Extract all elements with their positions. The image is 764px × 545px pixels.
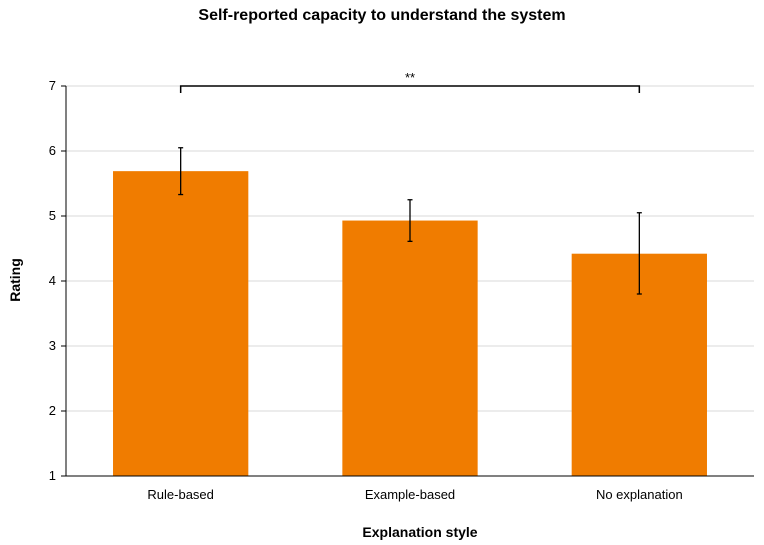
y-tick-label: 4 [49,273,56,288]
bar [342,220,478,476]
error-bar [407,199,413,243]
axes: 1 2 3 4 5 6 7 Rule-based Example-based No explana… [49,78,754,502]
x-axis-title: Explanation style [362,524,477,540]
x-tick-label: Example-based [365,487,455,502]
significance-bracket: ** [179,70,641,93]
y-tick-label: 6 [49,143,56,158]
y-tick-label: 2 [49,403,56,418]
significance-label: ** [405,70,415,85]
significance-bracket-line [179,85,641,93]
error-bars [178,147,642,295]
error-bar [636,212,642,295]
bar [113,171,249,476]
bars [113,171,707,476]
x-tick-label: Rule-based [147,487,214,502]
y-tick-label: 1 [49,468,56,483]
x-tick-label: No explanation [596,487,683,502]
y-tick-label: 7 [49,78,56,93]
chart-title: Self-reported capacity to understand the… [198,7,566,24]
y-tick-label: 5 [49,208,56,223]
y-tick-label: 3 [49,338,56,353]
y-axis-title: Rating [7,258,23,302]
error-bar [178,147,184,196]
